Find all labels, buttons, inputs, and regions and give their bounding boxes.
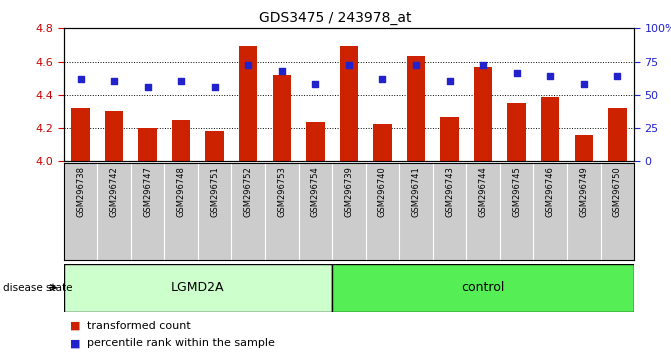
Text: GDS3475 / 243978_at: GDS3475 / 243978_at bbox=[259, 11, 412, 25]
Bar bbox=[239, 46, 258, 161]
Point bbox=[377, 76, 388, 82]
Text: GSM296738: GSM296738 bbox=[76, 166, 85, 217]
Bar bbox=[332, 264, 634, 312]
Point bbox=[478, 63, 488, 68]
Text: GSM296754: GSM296754 bbox=[311, 166, 320, 217]
Point bbox=[176, 79, 187, 84]
Text: GSM296744: GSM296744 bbox=[478, 166, 488, 217]
Point bbox=[209, 84, 220, 90]
Text: GSM296753: GSM296753 bbox=[277, 166, 287, 217]
Point bbox=[243, 63, 254, 68]
Bar bbox=[105, 111, 123, 161]
Point bbox=[612, 73, 623, 79]
Bar bbox=[608, 108, 627, 161]
Bar bbox=[64, 264, 332, 312]
Text: GSM296742: GSM296742 bbox=[109, 166, 119, 217]
Text: ■: ■ bbox=[70, 338, 81, 348]
Bar bbox=[71, 108, 90, 161]
Text: GSM296749: GSM296749 bbox=[579, 166, 588, 217]
Bar bbox=[507, 103, 526, 161]
Text: GSM296743: GSM296743 bbox=[445, 166, 454, 217]
Bar bbox=[272, 75, 291, 161]
Bar bbox=[574, 135, 593, 161]
Text: GSM296748: GSM296748 bbox=[176, 166, 186, 217]
Bar bbox=[172, 120, 191, 161]
Text: GSM296746: GSM296746 bbox=[546, 166, 555, 217]
Text: GSM296741: GSM296741 bbox=[411, 166, 421, 217]
Text: GSM296752: GSM296752 bbox=[244, 166, 253, 217]
Bar bbox=[373, 124, 392, 161]
Text: LGMD2A: LGMD2A bbox=[171, 281, 225, 294]
Text: GSM296747: GSM296747 bbox=[143, 166, 152, 217]
Bar bbox=[306, 122, 325, 161]
Text: GSM296751: GSM296751 bbox=[210, 166, 219, 217]
Point bbox=[545, 73, 556, 79]
Bar bbox=[205, 131, 224, 161]
Point bbox=[109, 79, 119, 84]
Point bbox=[142, 84, 153, 90]
Point bbox=[75, 76, 86, 82]
Text: disease state: disease state bbox=[3, 282, 73, 293]
Bar bbox=[541, 97, 560, 161]
Text: ■: ■ bbox=[70, 321, 81, 331]
Text: GSM296750: GSM296750 bbox=[613, 166, 622, 217]
Bar bbox=[440, 117, 459, 161]
Text: control: control bbox=[462, 281, 505, 294]
Text: GSM296745: GSM296745 bbox=[512, 166, 521, 217]
Point bbox=[344, 63, 354, 68]
Bar bbox=[138, 128, 157, 161]
Point bbox=[310, 81, 321, 87]
Bar bbox=[340, 46, 358, 161]
Bar bbox=[474, 67, 493, 161]
Bar bbox=[407, 56, 425, 161]
Text: percentile rank within the sample: percentile rank within the sample bbox=[87, 338, 275, 348]
Text: GSM296740: GSM296740 bbox=[378, 166, 387, 217]
Point bbox=[578, 81, 589, 87]
Point bbox=[411, 63, 421, 68]
Point bbox=[444, 79, 455, 84]
Point bbox=[276, 68, 287, 74]
Text: GSM296739: GSM296739 bbox=[344, 166, 354, 217]
Text: transformed count: transformed count bbox=[87, 321, 191, 331]
Point bbox=[511, 71, 522, 76]
